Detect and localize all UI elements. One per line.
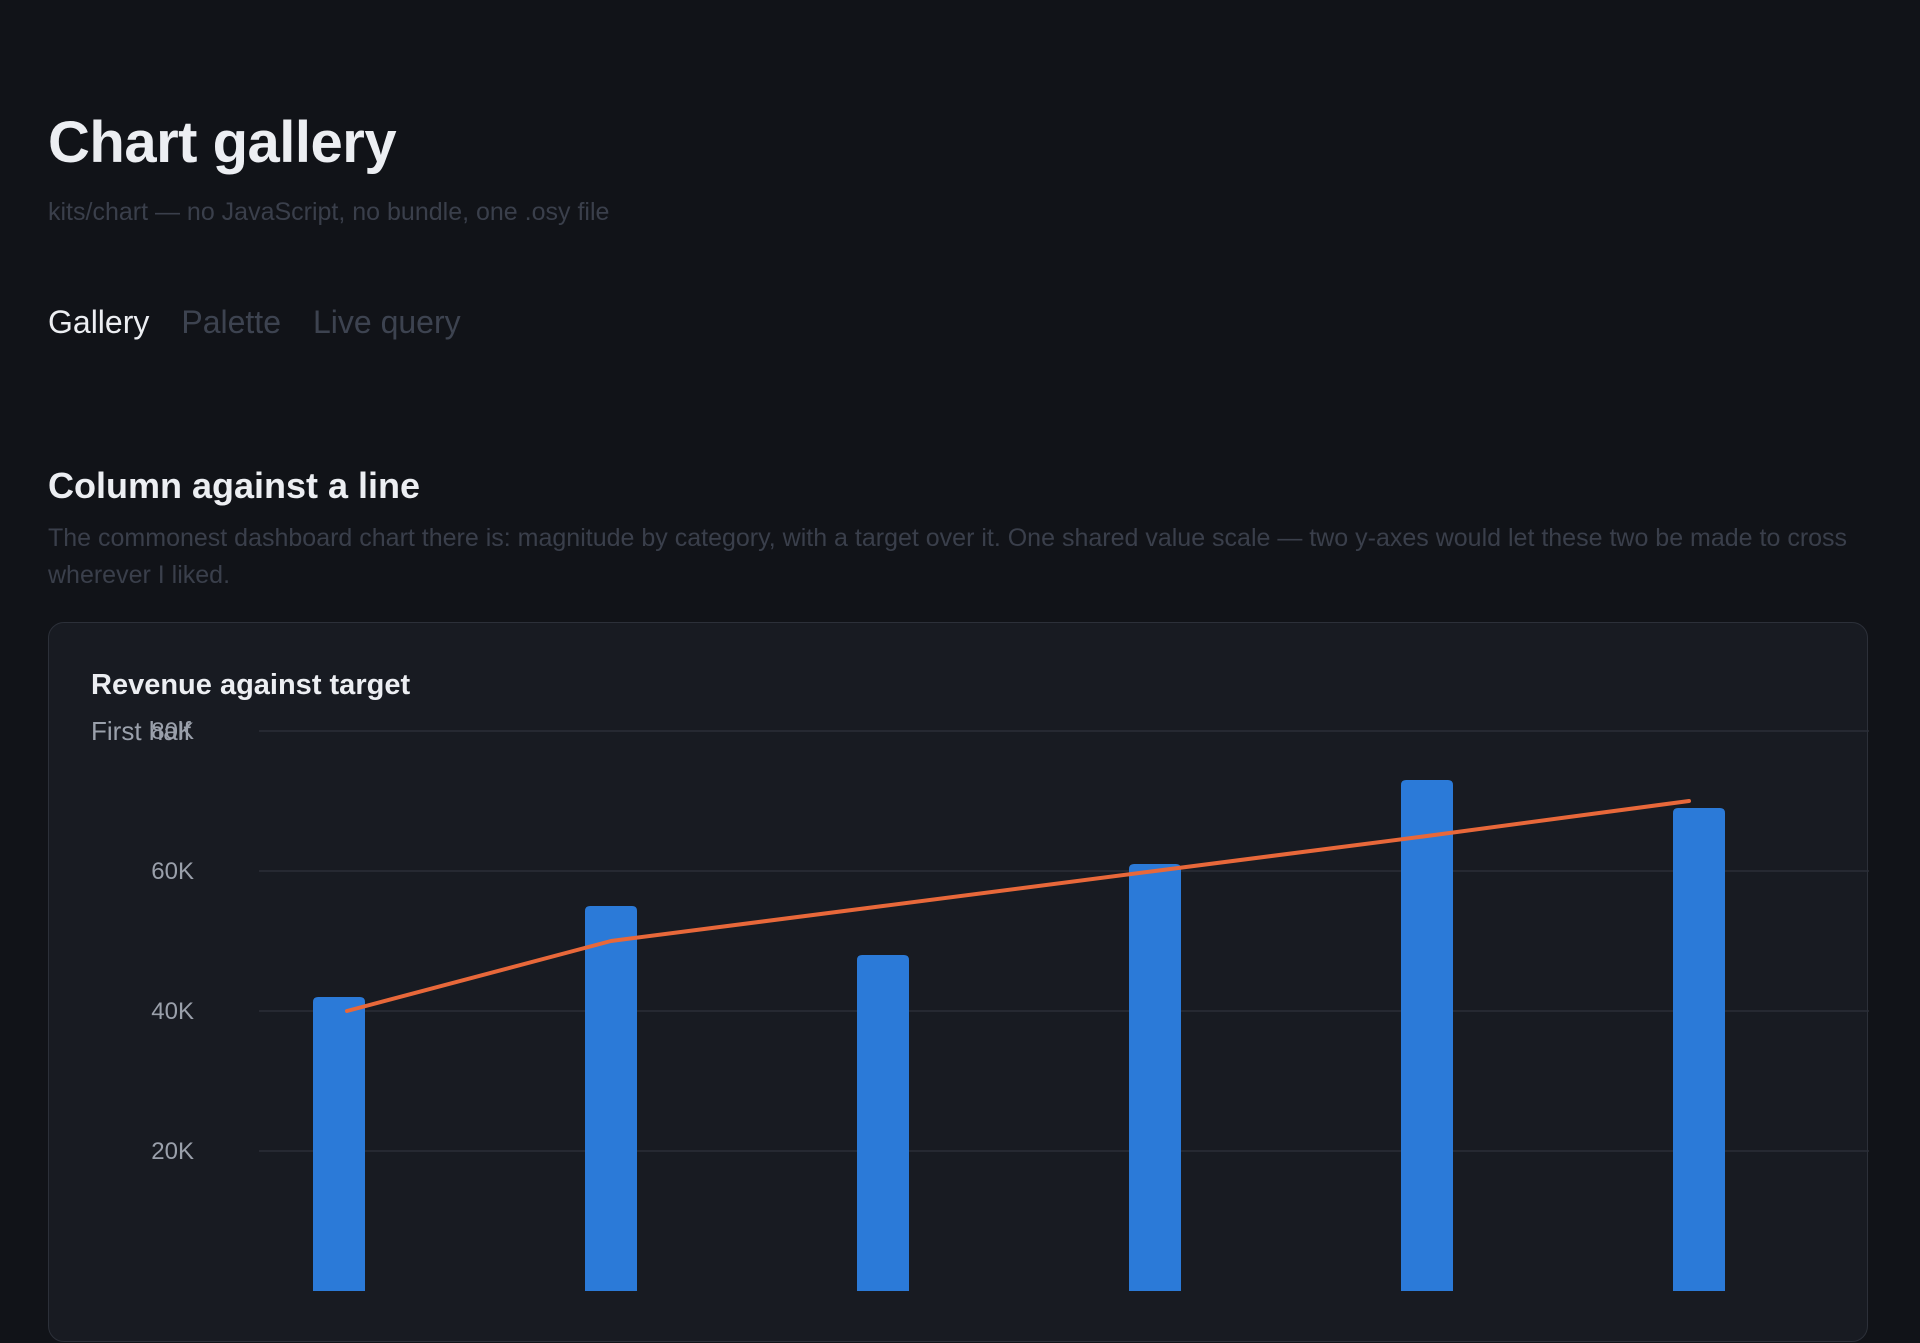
tab-gallery[interactable]: Gallery	[48, 304, 150, 340]
bar	[1129, 864, 1181, 1291]
section-description: The commonest dashboard chart there is: …	[48, 524, 1848, 589]
bar	[313, 997, 365, 1291]
chart-title: Revenue against target	[91, 669, 411, 701]
tab-bar: Gallery Palette Live query	[48, 302, 461, 342]
tab-live-query[interactable]: Live query	[312, 304, 461, 340]
bar	[1401, 780, 1453, 1291]
section-heading: Column against a line	[48, 465, 421, 506]
bar	[585, 906, 637, 1291]
bar	[1673, 808, 1725, 1291]
chart-card: 20K 40K 60K 80K Revenue against target Firs…	[48, 622, 1869, 1342]
chart-gallery-page: Chart gallery kits/chart — no JavaScript…	[48, 0, 1872, 1342]
y-tick-label: 80K	[151, 718, 194, 745]
y-tick-label: 20K	[151, 1138, 194, 1165]
bar	[857, 955, 909, 1291]
chart-subtitle: First half	[91, 716, 191, 746]
page-subtitle: kits/chart — no JavaScript, no bundle, o…	[48, 198, 610, 226]
y-tick-label: 60K	[151, 858, 194, 885]
chart-plot: 20K 40K 60K 80K	[151, 718, 1869, 1291]
page-title: Chart gallery	[48, 110, 397, 175]
target-line	[345, 799, 1691, 1013]
tab-palette[interactable]: Palette	[181, 304, 281, 340]
y-tick-label: 40K	[151, 998, 194, 1025]
